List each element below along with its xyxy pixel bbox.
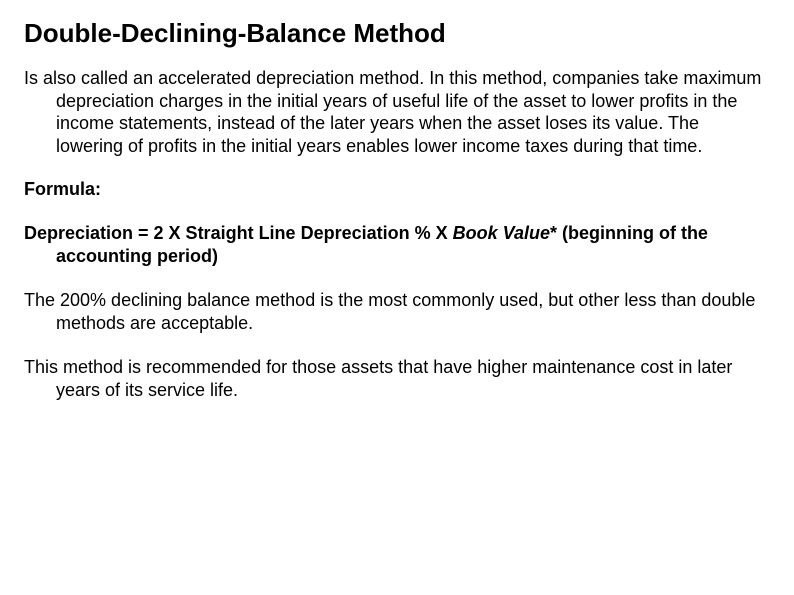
formula-expression: Depreciation = 2 X Straight Line Depreci… [24,222,770,267]
formula-prefix: Depreciation = 2 X Straight Line Depreci… [24,223,453,243]
formula-italic: Book Value [453,223,550,243]
intro-paragraph: Is also called an accelerated depreciati… [24,67,770,157]
page-title: Double-Declining-Balance Method [24,18,770,49]
paragraph-3: This method is recommended for those ass… [24,356,770,401]
formula-label: Formula: [24,179,770,200]
paragraph-2: The 200% declining balance method is the… [24,289,770,334]
